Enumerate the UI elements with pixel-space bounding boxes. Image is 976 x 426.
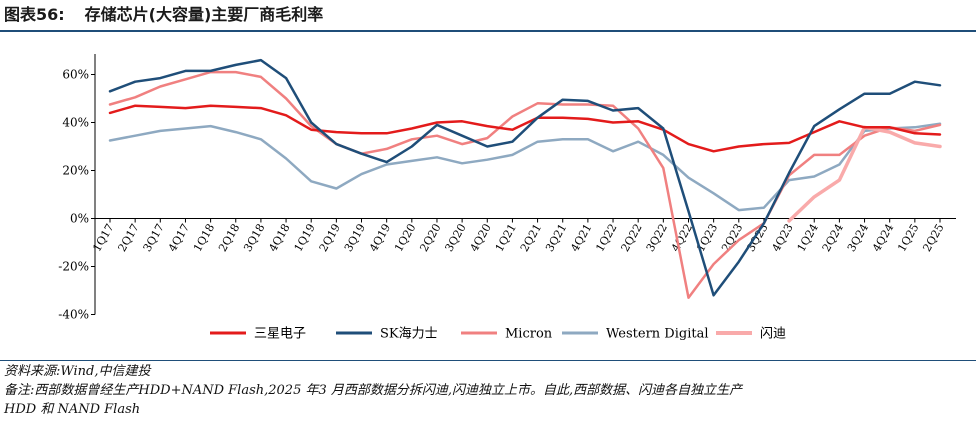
x-tick-label: 4Q19: [367, 222, 393, 254]
x-tick-label: 1Q23: [694, 222, 720, 254]
x-tick-label: 4Q24: [870, 222, 896, 254]
legend-label-4: 闪迪: [760, 327, 786, 342]
series-line-1: [108, 58, 942, 297]
y-tick-label: 20%: [62, 164, 89, 178]
figure-title: 图表56: 存储芯片(大容量)主要厂商毛利率: [4, 2, 972, 28]
x-tick-label: 4Q17: [166, 222, 192, 254]
x-tick-label: 2Q19: [317, 222, 343, 254]
y-tick-label: 40%: [62, 116, 89, 130]
figure-title-text: 存储芯片(大容量)主要厂商毛利率: [84, 5, 324, 24]
remark-note-line2: HDD 和 NAND Flash: [4, 402, 141, 417]
series-lines: [108, 58, 942, 299]
legend-label-2: Micron: [505, 327, 553, 342]
y-tick-label: 0%: [70, 212, 89, 226]
x-tick-label: 1Q18: [191, 222, 217, 254]
x-tick-label: 3Q21: [543, 222, 569, 254]
x-tick-label: 2Q25: [920, 222, 946, 254]
x-tick-label: 4Q23: [769, 222, 795, 254]
remark-note-line1: 备注:西部数据曾经生产HDD+NAND Flash,2025 年3 月西部数据分…: [4, 383, 743, 398]
x-tick-label: 3Q24: [845, 222, 871, 254]
series-line-4: [787, 125, 942, 223]
y-tick-label: -20%: [58, 260, 89, 274]
chart-notes: 资料来源:Wind,中信建投 备注:西部数据曾经生产HDD+NAND Flash…: [4, 362, 972, 419]
title-rule: [0, 30, 976, 32]
x-tick-label: 1Q22: [593, 222, 619, 254]
y-tick-label: -40%: [58, 308, 89, 322]
x-tick-label: 2Q24: [820, 222, 846, 254]
legend-label-0: 三星电子: [254, 327, 306, 342]
x-tick-label: 4Q20: [468, 221, 494, 253]
x-axis: 1Q172Q173Q174Q171Q182Q183Q184Q181Q192Q19…: [90, 218, 947, 254]
legend-label-1: SK海力士: [380, 327, 438, 342]
x-tick-label: 2Q20: [417, 222, 443, 254]
series-line-3: [108, 122, 942, 212]
x-tick-label: 4Q18: [266, 222, 292, 254]
x-tick-label: 1Q20: [392, 222, 418, 254]
x-tick-label: 4Q21: [568, 222, 594, 254]
chart-legend: 三星电子 SK海力士 Micron Western Digital 闪迪: [210, 327, 786, 342]
notes-rule: [0, 360, 976, 361]
series-line-2: [108, 70, 942, 299]
y-tick-label: 60%: [62, 68, 89, 82]
x-tick-label: 1Q19: [292, 222, 318, 254]
x-tick-label: 2Q21: [518, 222, 544, 254]
x-tick-label: 3Q20: [442, 222, 468, 254]
legend-label-3: Western Digital: [606, 327, 709, 342]
x-tick-label: 2Q17: [115, 222, 141, 254]
x-tick-label: 1Q25: [895, 222, 921, 254]
x-tick-label: 4Q22: [669, 222, 695, 254]
x-tick-label: 1Q24: [795, 222, 821, 254]
x-tick-label: 3Q19: [342, 222, 368, 254]
figure-number: 图表56:: [4, 5, 65, 24]
x-tick-label: 1Q17: [90, 222, 116, 254]
series-line-0: [108, 104, 942, 153]
x-tick-label: 3Q22: [644, 222, 670, 254]
x-tick-label: 1Q21: [493, 222, 519, 254]
x-tick-label: 2Q18: [216, 222, 242, 254]
x-tick-label: 2Q22: [619, 222, 645, 254]
source-note: 资料来源:Wind,中信建投: [4, 364, 151, 379]
x-tick-label: 3Q17: [141, 222, 167, 254]
y-axis: 60% 40% 20% 0% -20% -40%: [58, 54, 96, 322]
x-tick-label: 3Q18: [241, 222, 267, 254]
gross-margin-chart: 60% 40% 20% 0% -20% -40% 1Q172Q173Q174Q171Q18…: [58, 54, 956, 342]
